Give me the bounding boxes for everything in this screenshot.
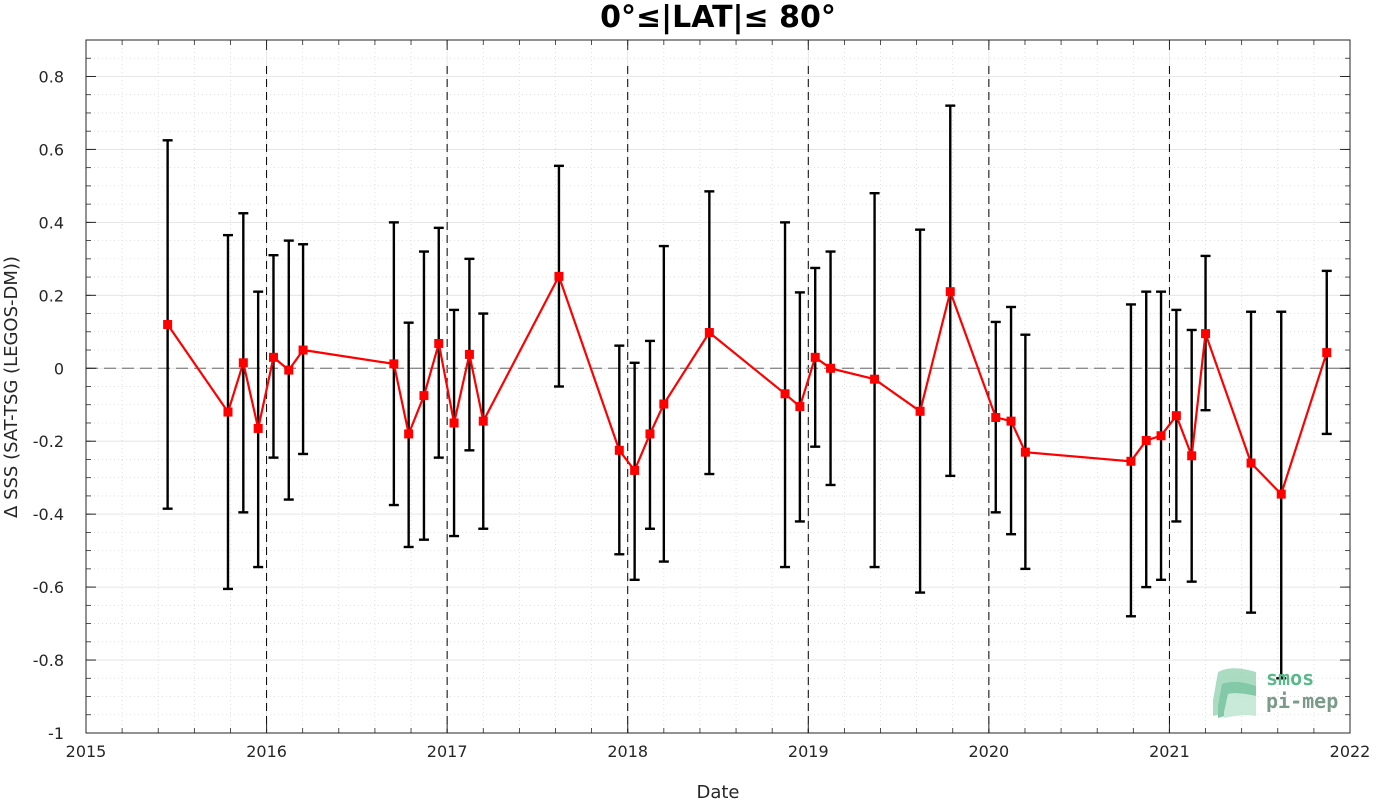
x-tick-label: 2015	[66, 742, 107, 761]
y-tick-label: -0.2	[33, 432, 64, 451]
data-point-marker	[1156, 431, 1166, 441]
data-point-marker	[1246, 458, 1256, 468]
data-point-marker	[1020, 447, 1030, 457]
x-tick-label: 2019	[788, 742, 829, 761]
data-point-marker	[795, 402, 805, 412]
data-point-marker	[284, 365, 294, 375]
data-point-marker	[1276, 489, 1286, 499]
x-tick-label: 2017	[427, 742, 468, 761]
data-point-marker	[464, 349, 474, 359]
data-point-marker	[614, 445, 624, 455]
y-tick-label: -1	[48, 724, 64, 743]
data-point-marker	[1201, 329, 1211, 339]
data-point-marker	[419, 391, 429, 401]
logo-text-pimep: pi-mep	[1266, 689, 1338, 713]
data-point-marker	[826, 363, 836, 373]
y-tick-label: 0.4	[39, 213, 64, 232]
data-point-marker	[704, 328, 714, 338]
y-tick-label: -0.4	[33, 505, 64, 524]
data-point-marker	[659, 399, 669, 409]
data-point-marker	[163, 319, 173, 329]
x-tick-label: 2021	[1149, 742, 1190, 761]
x-tick-label: 2020	[968, 742, 1009, 761]
plot-frame	[85, 39, 1351, 734]
data-point-marker	[223, 407, 233, 417]
data-point-marker	[298, 345, 308, 355]
y-tick-label: -0.6	[33, 578, 64, 597]
y-tick-label: -0.8	[33, 651, 64, 670]
data-point-marker	[268, 352, 278, 362]
y-tick-label: 0.2	[39, 286, 64, 305]
series-line	[166, 273, 1328, 497]
y-axis-label: Δ SSS (SAT-TSG (LEGOS-DM))	[1, 256, 22, 518]
data-point-marker	[780, 389, 790, 399]
data-point-marker	[434, 338, 444, 348]
data-point-marker	[1141, 435, 1151, 445]
data-point-marker	[1171, 411, 1181, 421]
data-point-marker	[915, 406, 925, 416]
y-tick-label: 0.6	[39, 140, 64, 159]
data-point-marker	[945, 287, 955, 297]
data-point-marker	[238, 358, 248, 368]
chart-title: 0°≤|LAT|≤ 80°	[600, 0, 836, 35]
data-point-marker	[1006, 416, 1016, 426]
series-markers	[163, 271, 1332, 499]
data-point-marker	[449, 418, 459, 428]
smos-pimep-logo: smos pi-mep	[1213, 666, 1338, 718]
y-tick-label: 0	[54, 359, 64, 378]
x-axis-label: Date	[696, 782, 739, 801]
logo-text-smos: smos	[1266, 666, 1314, 690]
data-point-marker	[389, 359, 399, 369]
data-point-marker	[1322, 348, 1332, 358]
data-point-marker	[991, 413, 1001, 423]
data-point-marker	[870, 374, 880, 384]
wave-logo-icon	[1213, 668, 1256, 718]
data-point-marker	[810, 352, 820, 362]
data-point-marker	[253, 423, 263, 433]
data-point-marker	[1126, 456, 1136, 466]
data-point-marker	[554, 271, 564, 281]
data-point-marker	[645, 429, 655, 439]
data-point-marker	[1187, 451, 1197, 461]
y-tick-label: 0.8	[39, 67, 64, 86]
x-tick-label: 2016	[246, 742, 287, 761]
x-tick-labels: 2015 2016 2017 2018 2019 2020 2021 2022	[66, 742, 1371, 761]
error-bars	[162, 104, 1332, 680]
data-point-marker	[478, 416, 488, 426]
x-tick-label: 2018	[607, 742, 648, 761]
data-point-marker	[404, 429, 414, 439]
x-tick-label: 2022	[1330, 742, 1371, 761]
y-tick-labels: -1 -0.8 -0.6 -0.4 -0.2 0 0.2 0.4 0.6 0.8	[33, 67, 64, 743]
data-point-marker	[630, 465, 640, 475]
year-boundary-lines	[266, 66, 1170, 733]
